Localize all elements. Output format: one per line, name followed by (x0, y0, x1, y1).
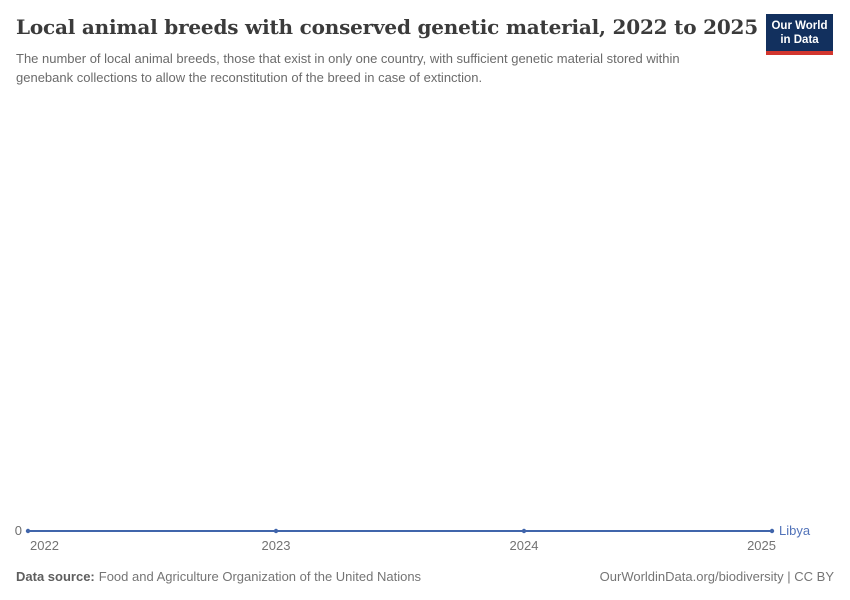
x-tick-label: 2024 (509, 538, 539, 553)
owid-logo-line2: in Data (780, 34, 819, 46)
data-point[interactable] (25, 528, 31, 534)
data-source-note: Data source: Food and Agriculture Organiz… (16, 569, 421, 585)
data-point[interactable] (273, 528, 279, 534)
chart-subtitle: The number of local animal breeds, those… (16, 51, 680, 85)
data-point[interactable] (769, 528, 775, 534)
chart-footer: Data source: Food and Agriculture Organiz… (16, 569, 834, 585)
page-title: Local animal breeds with conserved genet… (16, 15, 758, 39)
series-entity-label[interactable]: Libya (779, 523, 811, 538)
y-axis-zero-label: 0 (14, 523, 22, 538)
data-source-text: Food and Agriculture Organization of the… (98, 569, 422, 584)
x-tick-label: 2025 (747, 538, 776, 553)
data-point[interactable] (521, 528, 527, 534)
owid-logo[interactable]: Our World in Data (766, 14, 833, 55)
owid-logo-line1: Our World (771, 20, 828, 32)
license-link[interactable]: OurWorldinData.org/biodiversity | CC BY (599, 569, 834, 584)
x-tick-label: 2023 (261, 538, 291, 553)
x-tick-label: 2022 (30, 538, 59, 553)
data-source-label: Data source: (16, 569, 95, 584)
